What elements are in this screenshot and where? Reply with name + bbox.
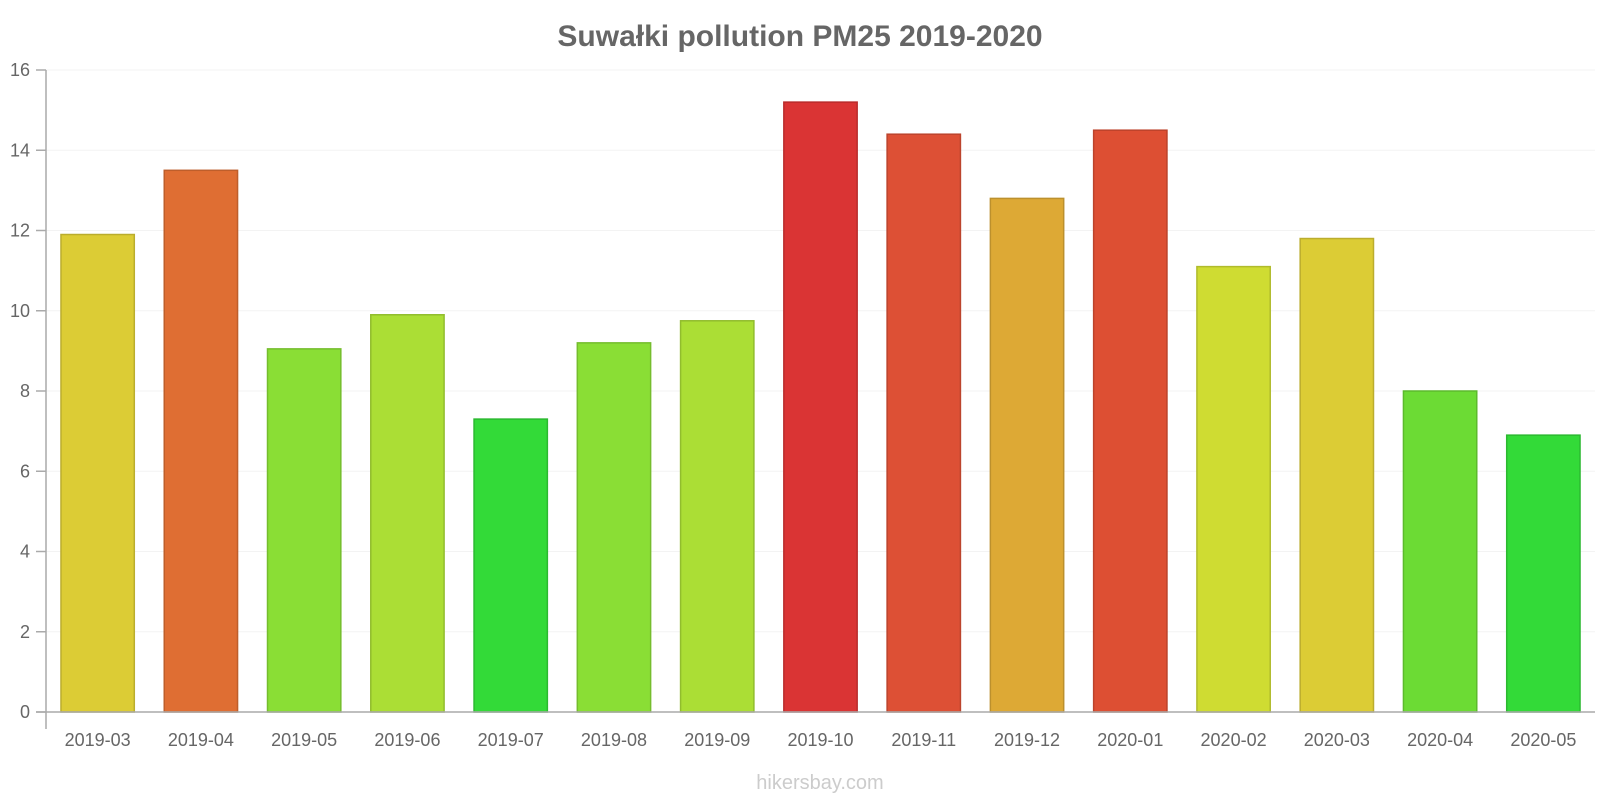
bar-2019-08[interactable] — [576, 342, 652, 713]
x-tick-label: 2019-06 — [374, 730, 440, 750]
bar-2020-02[interactable] — [1196, 265, 1271, 713]
x-tick-label: 2019-12 — [994, 730, 1060, 750]
bar-2019-11[interactable] — [886, 133, 962, 713]
x-tick-label: 2019-03 — [65, 730, 131, 750]
bar-2019-12[interactable] — [989, 197, 1065, 713]
bar-2019-05[interactable] — [266, 348, 342, 713]
y-axis-ticks: 0 2 4 6 8 10 12 14 16 — [10, 60, 46, 722]
x-tick-label: 2019-05 — [271, 730, 337, 750]
y-tick-label: 8 — [20, 381, 30, 401]
bar-2019-09[interactable] — [679, 320, 755, 713]
x-tick-label: 2019-10 — [787, 730, 853, 750]
x-tick-label: 2019-11 — [891, 730, 956, 750]
bar-2019-06[interactable] — [370, 314, 445, 713]
y-tick-label: 10 — [10, 301, 30, 321]
y-tick-label: 6 — [20, 461, 30, 481]
bar-2019-07[interactable] — [473, 418, 549, 713]
x-tick-label: 2020-01 — [1097, 730, 1163, 750]
x-tick-label: 2019-04 — [168, 730, 234, 750]
y-tick-label: 2 — [20, 622, 30, 642]
x-tick-label: 2020-04 — [1407, 730, 1473, 750]
chart-title: Suwałki pollution PM25 2019-2020 — [557, 20, 1042, 53]
y-tick-label: 4 — [20, 542, 30, 562]
bar-2019-10[interactable] — [783, 101, 858, 713]
x-tick-label: 2020-05 — [1510, 730, 1576, 750]
bar-2020-04[interactable] — [1402, 390, 1478, 713]
axes — [36, 70, 1595, 729]
x-tick-label: 2019-08 — [581, 730, 647, 750]
y-tick-label: 0 — [20, 702, 30, 722]
x-tick-label: 2019-07 — [478, 730, 544, 750]
bar-2020-05[interactable] — [1505, 434, 1581, 713]
x-tick-label: 2020-02 — [1201, 730, 1267, 750]
watermark-text: hikersbay.com — [756, 772, 883, 794]
y-tick-label: 14 — [10, 140, 30, 160]
bars — [60, 101, 1581, 713]
bar-2019-04[interactable] — [163, 169, 239, 713]
bar-2019-03[interactable] — [60, 233, 136, 713]
x-axis-ticks: 2019-03 2019-04 2019-05 2019-06 2019-07 2019-… — [65, 730, 1577, 750]
y-tick-label: 12 — [10, 221, 30, 241]
x-tick-label: 2020-03 — [1304, 730, 1370, 750]
bar-2020-03[interactable] — [1299, 237, 1375, 713]
y-tick-label: 16 — [10, 60, 30, 80]
bar-2020-01[interactable] — [1092, 129, 1168, 713]
x-tick-label: 2019-09 — [684, 730, 750, 750]
